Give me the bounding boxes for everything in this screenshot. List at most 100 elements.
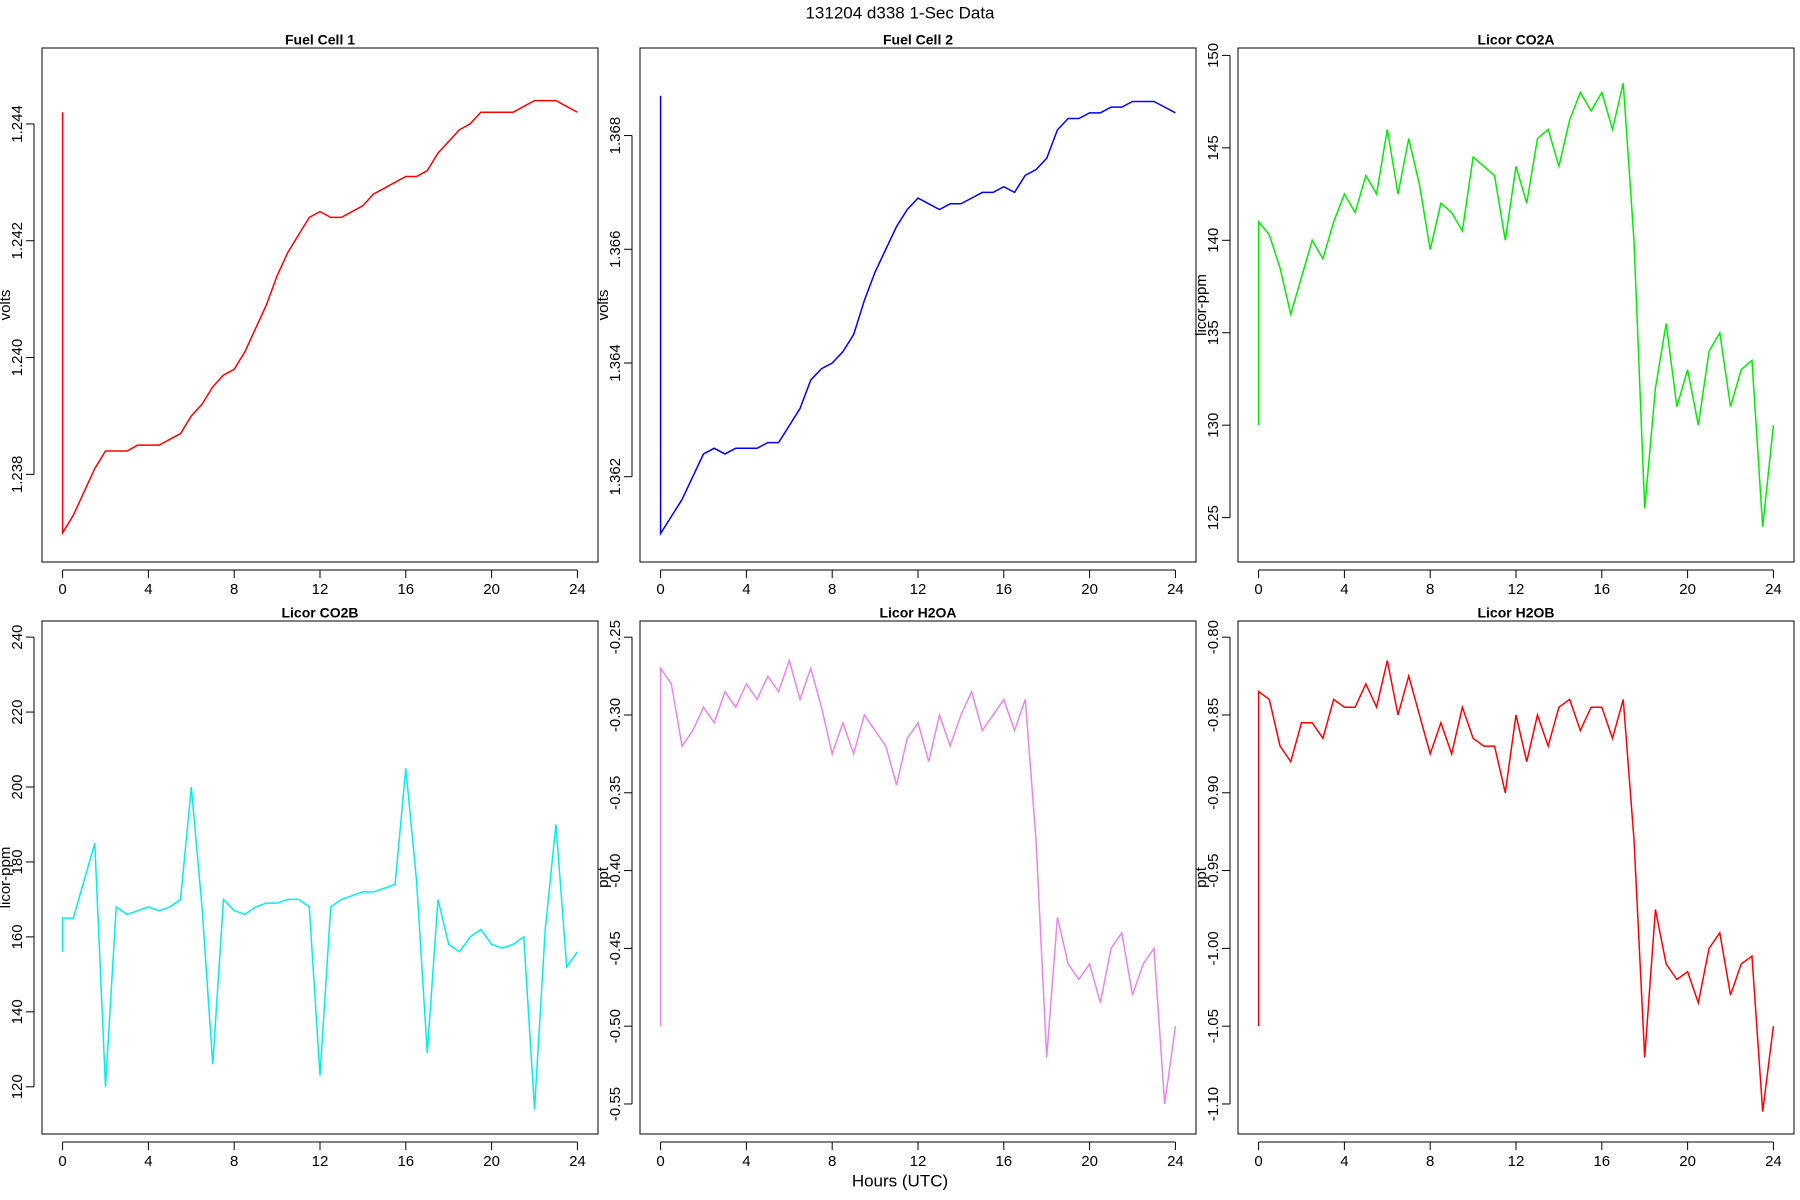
data-line bbox=[61, 768, 579, 1110]
y-tick-label: 1.368 bbox=[607, 117, 624, 155]
x-tick-label: 12 bbox=[312, 581, 329, 598]
x-tick-label: 16 bbox=[995, 1153, 1012, 1170]
y-tick-label: 150 bbox=[1205, 43, 1222, 68]
x-tick-label: 8 bbox=[828, 1153, 836, 1170]
x-tick-label: 0 bbox=[1254, 1153, 1262, 1170]
x-tick-label: 8 bbox=[1426, 1153, 1434, 1170]
y-tick-label: -0.25 bbox=[607, 620, 624, 654]
plot-frame bbox=[639, 47, 1197, 563]
x-tick-label: 8 bbox=[230, 1153, 238, 1170]
x-axis-label: Hours (UTC) bbox=[852, 1171, 948, 1190]
y-axis-label: volts bbox=[0, 290, 14, 321]
panel-title: Fuel Cell 1 bbox=[285, 32, 355, 48]
plot-frame bbox=[1237, 620, 1795, 1135]
x-tick-label: 16 bbox=[1593, 581, 1610, 598]
x-tick-label: 4 bbox=[742, 581, 750, 598]
y-tick-label: 1.244 bbox=[9, 105, 26, 143]
x-tick-label: 20 bbox=[1081, 581, 1098, 598]
panel-title: Licor H2OB bbox=[1477, 605, 1554, 621]
panel-title: Fuel Cell 2 bbox=[883, 32, 953, 48]
y-tick-label: 1.238 bbox=[9, 456, 26, 494]
y-tick-label: -0.50 bbox=[607, 1009, 624, 1043]
panel-title: Licor CO2B bbox=[281, 605, 358, 621]
y-tick-label: -0.30 bbox=[607, 698, 624, 732]
y-tick-label: 1.240 bbox=[9, 339, 26, 377]
y-tick-label: 200 bbox=[9, 774, 26, 799]
y-tick-label: 145 bbox=[1205, 135, 1222, 160]
y-axis-label: ppt bbox=[1193, 866, 1210, 888]
y-tick-label: -0.40 bbox=[607, 853, 624, 887]
y-tick-label: 180 bbox=[9, 849, 26, 874]
x-tick-label: 0 bbox=[58, 1153, 66, 1170]
x-tick-label: 0 bbox=[656, 581, 664, 598]
x-tick-label: 16 bbox=[995, 581, 1012, 598]
y-tick-label: 240 bbox=[9, 625, 26, 650]
y-tick-label: -0.45 bbox=[607, 931, 624, 965]
data-line bbox=[61, 99, 578, 536]
y-tick-label: -0.80 bbox=[1205, 620, 1222, 654]
data-line bbox=[1257, 660, 1775, 1112]
x-tick-label: 24 bbox=[1167, 581, 1184, 598]
y-tick-label: 1.242 bbox=[9, 222, 26, 260]
y-tick-label: -1.10 bbox=[1205, 1087, 1222, 1121]
x-tick-label: 20 bbox=[1081, 1153, 1098, 1170]
x-tick-label: 0 bbox=[1254, 581, 1262, 598]
y-tick-label: -0.55 bbox=[607, 1087, 624, 1121]
y-tick-label: 140 bbox=[9, 999, 26, 1024]
x-tick-label: 20 bbox=[1679, 581, 1696, 598]
data-line bbox=[659, 95, 1176, 537]
x-tick-label: 16 bbox=[397, 1153, 414, 1170]
data-line bbox=[1257, 82, 1775, 527]
y-tick-label: 160 bbox=[9, 924, 26, 949]
y-axis-label: volts bbox=[595, 290, 612, 321]
x-tick-label: 4 bbox=[742, 1153, 750, 1170]
x-tick-label: 12 bbox=[312, 1153, 329, 1170]
x-tick-label: 4 bbox=[144, 1153, 152, 1170]
x-tick-label: 8 bbox=[828, 581, 836, 598]
x-tick-label: 16 bbox=[397, 581, 414, 598]
x-tick-label: 20 bbox=[483, 581, 500, 598]
y-tick-label: -0.95 bbox=[1205, 853, 1222, 887]
y-tick-label: -1.00 bbox=[1205, 931, 1222, 965]
x-tick-label: 12 bbox=[1508, 581, 1525, 598]
y-tick-label: 120 bbox=[9, 1074, 26, 1099]
y-tick-label: 135 bbox=[1205, 320, 1222, 345]
x-tick-label: 12 bbox=[910, 581, 927, 598]
y-tick-label: 140 bbox=[1205, 228, 1222, 253]
y-tick-label: 1.366 bbox=[607, 231, 624, 269]
x-tick-label: 0 bbox=[656, 1153, 664, 1170]
x-tick-label: 24 bbox=[1167, 1153, 1184, 1170]
y-axis-label: licor-ppm bbox=[1193, 274, 1210, 336]
x-tick-label: 24 bbox=[569, 1153, 586, 1170]
x-tick-label: 12 bbox=[1508, 1153, 1525, 1170]
y-axis-label: ppt bbox=[595, 866, 612, 888]
y-tick-label: 1.364 bbox=[607, 344, 624, 382]
y-tick-label: 220 bbox=[9, 700, 26, 725]
x-tick-label: 8 bbox=[230, 581, 238, 598]
y-tick-label: -0.35 bbox=[607, 776, 624, 810]
y-tick-label: 125 bbox=[1205, 505, 1222, 530]
y-tick-label: 130 bbox=[1205, 413, 1222, 438]
page-title: 131204 d338 1-Sec Data bbox=[805, 3, 995, 22]
x-tick-label: 24 bbox=[1765, 581, 1782, 598]
y-tick-label: 1.362 bbox=[607, 458, 624, 496]
x-tick-label: 0 bbox=[58, 581, 66, 598]
x-tick-label: 16 bbox=[1593, 1153, 1610, 1170]
panel-title: Licor H2OA bbox=[879, 605, 956, 621]
x-tick-label: 24 bbox=[1765, 1153, 1782, 1170]
x-tick-label: 8 bbox=[1426, 581, 1434, 598]
plot-frame bbox=[639, 620, 1197, 1135]
y-tick-label: -0.85 bbox=[1205, 698, 1222, 732]
x-tick-label: 12 bbox=[910, 1153, 927, 1170]
y-tick-label: -1.05 bbox=[1205, 1009, 1222, 1043]
panel-title: Licor CO2A bbox=[1477, 32, 1554, 48]
x-tick-label: 20 bbox=[1679, 1153, 1696, 1170]
x-tick-label: 24 bbox=[569, 581, 586, 598]
x-tick-label: 20 bbox=[483, 1153, 500, 1170]
y-tick-label: -0.90 bbox=[1205, 776, 1222, 810]
x-tick-label: 4 bbox=[1340, 581, 1348, 598]
x-tick-label: 4 bbox=[1340, 1153, 1348, 1170]
plot-frame bbox=[1237, 47, 1795, 563]
plot-frame bbox=[41, 620, 599, 1135]
